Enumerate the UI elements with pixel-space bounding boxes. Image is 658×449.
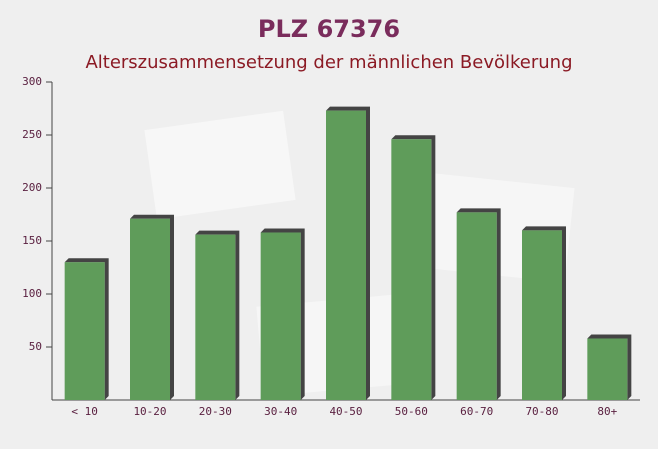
bar bbox=[130, 218, 170, 400]
y-tick-label: 200 bbox=[22, 181, 42, 194]
bar bbox=[456, 212, 497, 400]
bar bbox=[391, 139, 432, 401]
x-tick-label: 20-30 bbox=[199, 405, 232, 418]
bar bbox=[260, 232, 301, 400]
x-tick-label: 30-40 bbox=[264, 405, 297, 418]
x-tick-label: 60-70 bbox=[460, 405, 493, 418]
y-tick-label: 300 bbox=[22, 75, 42, 88]
bar bbox=[64, 262, 105, 400]
y-tick-label: 50 bbox=[29, 340, 42, 353]
chart-subtitle: Alterszusammensetzung der männlichen Bev… bbox=[85, 52, 572, 73]
y-tick-label: 100 bbox=[22, 287, 42, 300]
x-tick-label: 50-60 bbox=[395, 405, 428, 418]
y-tick-label: 150 bbox=[22, 234, 42, 247]
bar bbox=[326, 110, 366, 401]
chart-title: PLZ 67376 bbox=[258, 15, 400, 43]
decor bbox=[144, 110, 296, 220]
x-tick-label: 70-80 bbox=[525, 405, 558, 418]
bar bbox=[522, 230, 562, 400]
x-tick-label: 10-20 bbox=[133, 405, 166, 418]
bar bbox=[195, 234, 236, 400]
bar bbox=[587, 338, 628, 400]
x-tick-label: < 10 bbox=[71, 405, 98, 418]
y-tick-label: 250 bbox=[22, 128, 42, 141]
x-tick-label: 40-50 bbox=[329, 405, 362, 418]
x-tick-label: 80+ bbox=[597, 405, 617, 418]
